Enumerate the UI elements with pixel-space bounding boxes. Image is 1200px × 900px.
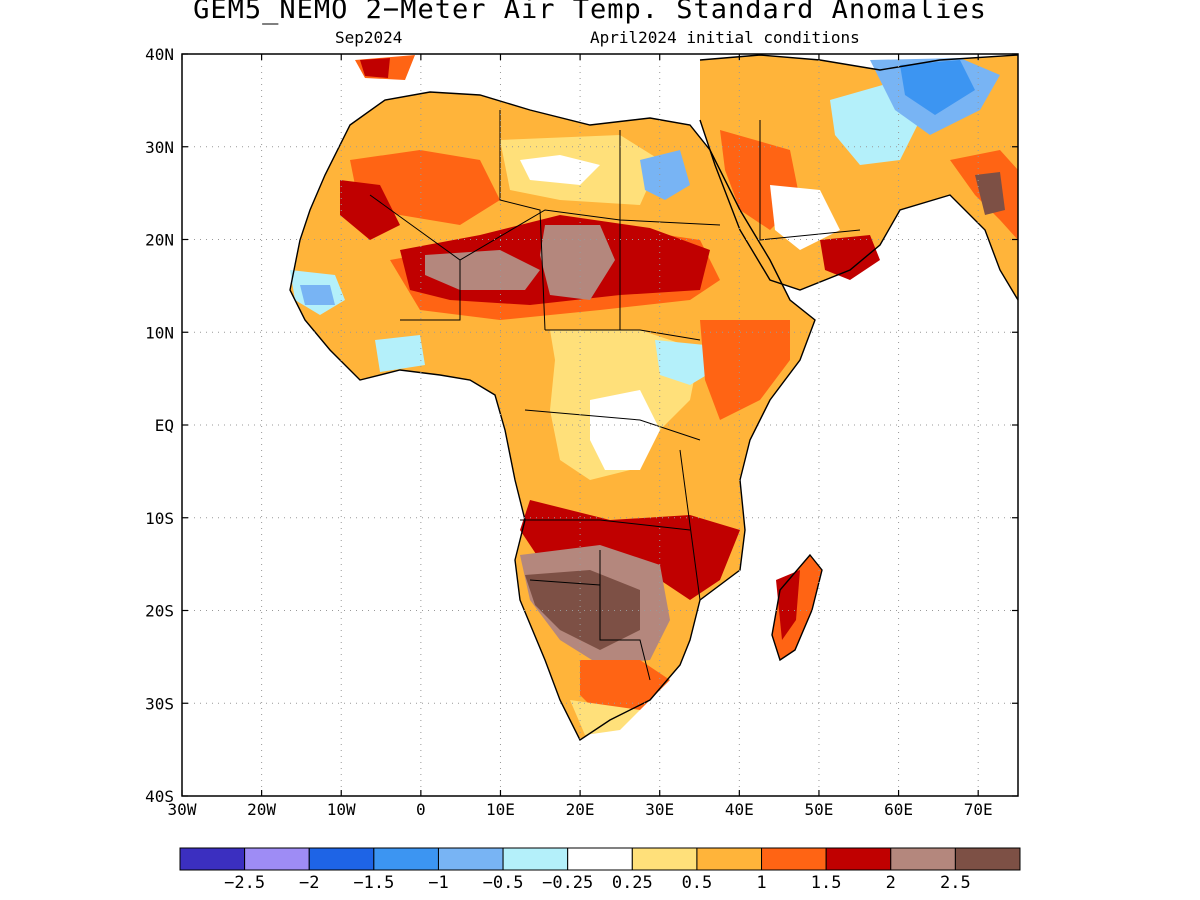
lat-tick-label: 10S bbox=[145, 509, 174, 528]
lat-tick-label: 20N bbox=[145, 231, 174, 250]
anomaly-region bbox=[655, 340, 715, 385]
anomaly-region bbox=[425, 250, 540, 290]
colorbar-label: 0.5 bbox=[682, 873, 713, 893]
lat-tick-label: 30S bbox=[145, 694, 174, 713]
axis-ticks: 30W 20W 10W 0 10E 20E 30E 40E 50E 60E 70E 40N 30N 20N… bbox=[145, 45, 1018, 819]
lon-tick-label: 10W bbox=[327, 800, 356, 819]
anomaly-region bbox=[570, 700, 640, 735]
initial-conditions: April2024 initial conditions bbox=[590, 28, 860, 47]
anomaly-region bbox=[590, 390, 660, 470]
lon-tick-label: 0 bbox=[416, 800, 426, 819]
colorbar-swatch bbox=[437, 847, 504, 871]
colorbar-swatch bbox=[761, 847, 827, 871]
colorbar-swatch bbox=[373, 847, 439, 871]
graticule bbox=[182, 54, 1018, 796]
lon-tick-label: 70E bbox=[964, 800, 993, 819]
colorbar-label: −0.25 bbox=[542, 873, 593, 893]
colorbar-swatch bbox=[890, 847, 956, 871]
lon-tick-label: 10E bbox=[486, 800, 515, 819]
anomaly-region bbox=[525, 570, 640, 650]
colorbar-label: 2 bbox=[886, 873, 896, 893]
colorbar-label: 1 bbox=[756, 873, 766, 893]
anomaly-region bbox=[820, 235, 880, 280]
lon-tick-label: 60E bbox=[884, 800, 913, 819]
forecast-month: Sep2024 bbox=[335, 28, 403, 47]
anomaly-field bbox=[289, 54, 1018, 742]
colorbar: −2.5 −2 −1.5 −1 −0.5 −0.25 0.25 0.5 1 1.5 2 2.5 bbox=[179, 847, 1021, 893]
colorbar-label: −2.5 bbox=[224, 873, 265, 893]
lat-tick-label: EQ bbox=[155, 416, 174, 435]
colorbar-label: −0.5 bbox=[483, 873, 524, 893]
colorbar-swatch bbox=[244, 847, 310, 871]
lat-tick-label: 10N bbox=[145, 323, 174, 342]
colorbar-label: 1.5 bbox=[811, 873, 842, 893]
anomaly-region bbox=[640, 150, 690, 200]
anomaly-region bbox=[300, 285, 335, 305]
colorbar-swatch bbox=[631, 847, 698, 871]
anomaly-region bbox=[540, 225, 615, 300]
anomaly-region bbox=[375, 335, 425, 372]
colorbar-swatch bbox=[696, 847, 763, 871]
lat-tick-label: 40N bbox=[145, 45, 174, 64]
colorbar-swatch bbox=[179, 847, 246, 871]
anomaly-region bbox=[520, 500, 740, 600]
lon-tick-label: 20E bbox=[566, 800, 595, 819]
colorbar-label: 2.5 bbox=[940, 873, 971, 893]
lat-tick-label: 40S bbox=[145, 787, 174, 806]
map-title: GEM5_NEMO 2−Meter Air Temp. Standard Ano… bbox=[193, 0, 987, 25]
anomaly-region bbox=[360, 58, 390, 78]
colorbar-swatch bbox=[954, 847, 1021, 871]
colorbar-swatch bbox=[502, 847, 569, 871]
colorbar-label: −1 bbox=[428, 873, 448, 893]
colorbar-swatch bbox=[567, 847, 633, 871]
anomaly-region bbox=[975, 172, 1005, 215]
lon-tick-label: 30E bbox=[645, 800, 674, 819]
colorbar-label: −2 bbox=[299, 873, 319, 893]
coastlines bbox=[289, 54, 1018, 742]
country-borders bbox=[369, 110, 861, 681]
lat-tick-label: 20S bbox=[145, 602, 174, 621]
colorbar-label: −1.5 bbox=[353, 873, 394, 893]
lon-tick-label: 30W bbox=[168, 800, 197, 819]
lat-tick-label: 30N bbox=[145, 138, 174, 157]
lon-tick-label: 20W bbox=[247, 800, 276, 819]
anomaly-region bbox=[700, 320, 790, 420]
anomaly-region bbox=[340, 180, 400, 240]
colorbar-swatch bbox=[825, 847, 892, 871]
anomaly-region bbox=[900, 60, 975, 115]
lon-tick-label: 40E bbox=[725, 800, 754, 819]
colorbar-label: 0.25 bbox=[612, 873, 653, 893]
colorbar-swatch bbox=[308, 847, 375, 871]
lon-tick-label: 50E bbox=[804, 800, 833, 819]
